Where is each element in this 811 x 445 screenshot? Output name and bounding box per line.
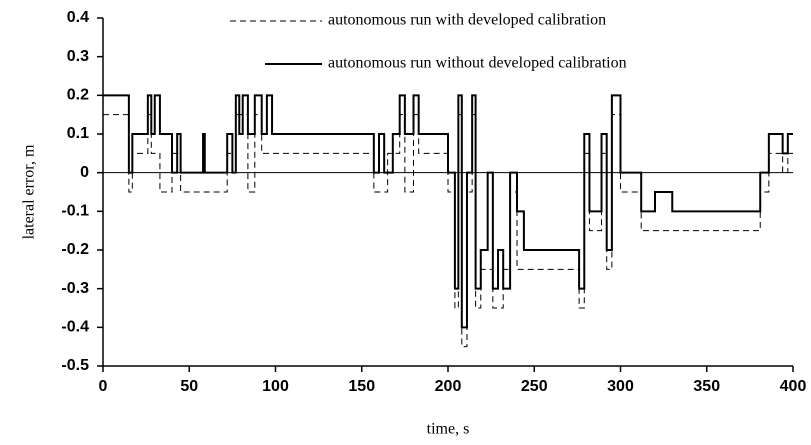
- y-tick-label: -0.3: [61, 280, 89, 297]
- x-tick-label: 100: [262, 378, 289, 395]
- y-tick-label: 0.4: [67, 9, 89, 26]
- y-tick-label: -0.1: [61, 203, 89, 220]
- series-line: [103, 114, 793, 348]
- y-axis-title: lateral error, m: [21, 144, 38, 239]
- x-tick-label: 50: [180, 378, 198, 395]
- x-tick-label: 250: [521, 378, 548, 395]
- legend-label: autonomous run with developed calibratio…: [328, 12, 606, 29]
- x-tick-label: 350: [693, 378, 720, 395]
- x-tick-label: 400: [780, 378, 807, 395]
- y-tick-label: 0.2: [67, 87, 89, 104]
- x-tick-label: 200: [435, 378, 462, 395]
- y-tick-label: -0.4: [61, 319, 89, 336]
- y-tick-label: 0.3: [67, 48, 89, 65]
- y-tick-label: -0.5: [61, 357, 89, 374]
- x-axis-title: time, s: [427, 421, 470, 438]
- series-line: [103, 94, 793, 329]
- legend-label: autonomous run without developed calibra…: [328, 55, 627, 72]
- x-tick-label: 0: [99, 378, 108, 395]
- y-tick-label: 0: [80, 164, 89, 181]
- y-tick-label: -0.2: [61, 241, 89, 258]
- x-tick-label: 300: [607, 378, 634, 395]
- y-tick-label: 0.1: [67, 125, 89, 142]
- x-tick-label: 150: [348, 378, 375, 395]
